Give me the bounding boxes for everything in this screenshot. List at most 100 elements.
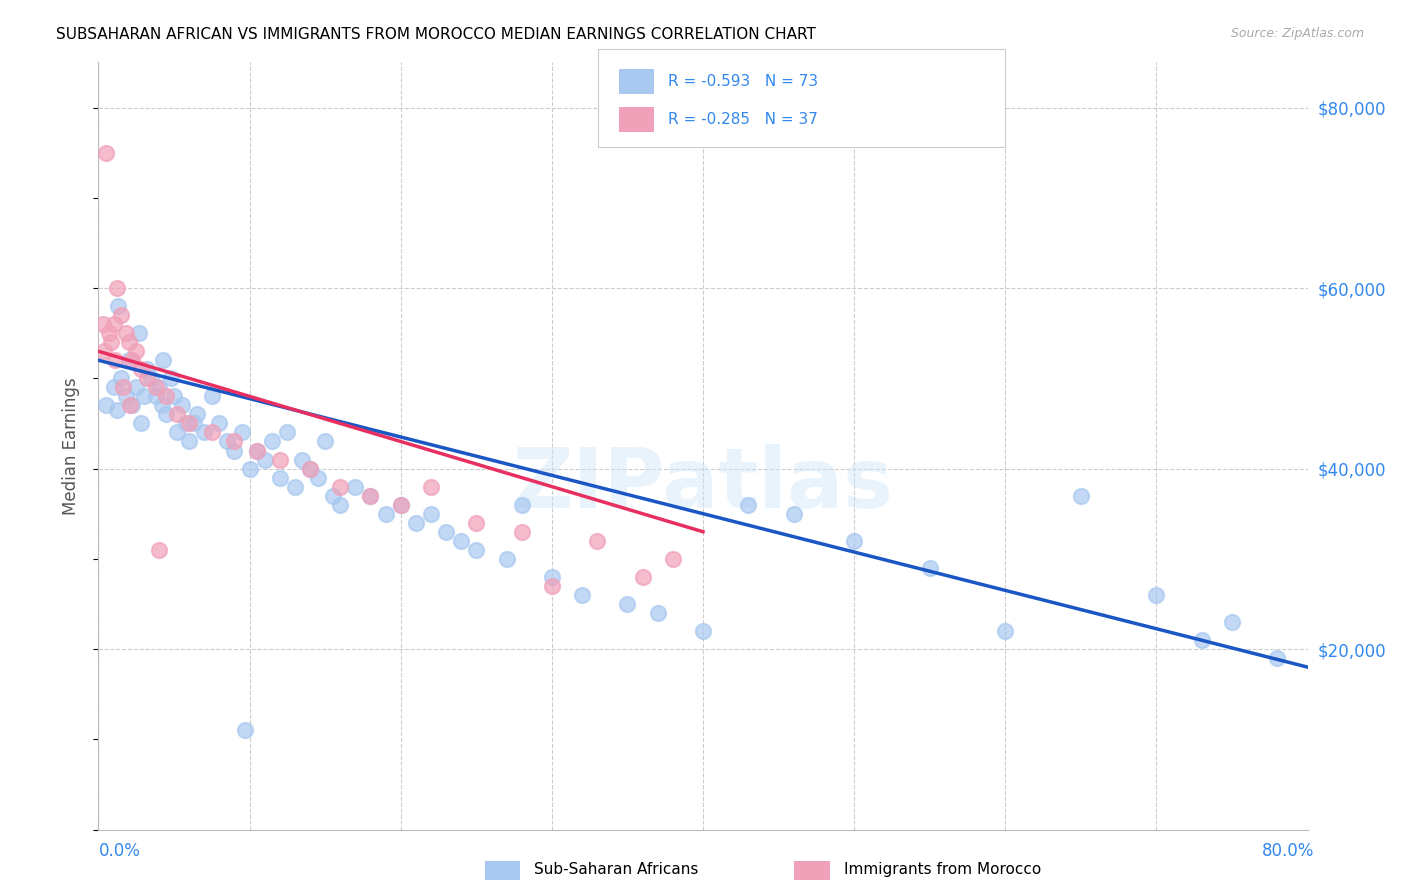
- Point: [420, 480, 443, 494]
- Point: [103, 317, 125, 331]
- Text: 80.0%: 80.0%: [1263, 842, 1315, 860]
- Point: [155, 389, 177, 403]
- Text: 0.0%: 0.0%: [98, 842, 141, 860]
- Point: [98, 326, 121, 341]
- Point: [93, 344, 115, 359]
- Point: [246, 443, 269, 458]
- Point: [125, 380, 148, 394]
- Point: [118, 335, 141, 350]
- Point: [1070, 489, 1092, 503]
- Point: [233, 723, 256, 738]
- Point: [163, 389, 186, 403]
- Point: [246, 443, 269, 458]
- Point: [111, 380, 134, 394]
- Point: [420, 507, 443, 521]
- Point: [571, 588, 593, 602]
- Point: [737, 498, 759, 512]
- Point: [783, 507, 806, 521]
- Point: [269, 470, 291, 484]
- Point: [276, 425, 298, 440]
- Point: [129, 417, 152, 431]
- Point: [104, 353, 127, 368]
- Point: [166, 425, 188, 440]
- Point: [994, 624, 1017, 638]
- Point: [291, 452, 314, 467]
- Point: [114, 326, 136, 341]
- Text: Immigrants from Morocco: Immigrants from Morocco: [844, 863, 1040, 877]
- Point: [389, 498, 412, 512]
- Point: [145, 380, 167, 394]
- Point: [179, 417, 201, 431]
- Point: [322, 489, 344, 503]
- Point: [132, 389, 155, 403]
- Point: [269, 452, 291, 467]
- Point: [540, 570, 562, 584]
- Point: [389, 498, 412, 512]
- Point: [152, 353, 174, 368]
- Point: [329, 498, 352, 512]
- Point: [179, 434, 201, 449]
- Point: [918, 561, 941, 575]
- Point: [231, 425, 253, 440]
- Point: [208, 417, 231, 431]
- Point: [148, 542, 170, 557]
- Point: [1267, 651, 1289, 665]
- Point: [329, 480, 352, 494]
- Point: [307, 470, 329, 484]
- Point: [253, 452, 276, 467]
- Point: [150, 398, 173, 412]
- Point: [94, 145, 117, 160]
- Point: [434, 524, 457, 539]
- Point: [844, 533, 866, 548]
- Point: [120, 398, 142, 412]
- Point: [215, 434, 238, 449]
- Point: [121, 398, 143, 412]
- Point: [540, 579, 562, 593]
- Point: [692, 624, 714, 638]
- Text: SUBSAHARAN AFRICAN VS IMMIGRANTS FROM MOROCCO MEDIAN EARNINGS CORRELATION CHART: SUBSAHARAN AFRICAN VS IMMIGRANTS FROM MO…: [56, 27, 815, 42]
- Point: [148, 380, 170, 394]
- Point: [450, 533, 472, 548]
- Point: [405, 516, 427, 530]
- Point: [360, 489, 382, 503]
- Point: [299, 461, 322, 475]
- Point: [284, 480, 307, 494]
- Point: [1220, 615, 1243, 629]
- Point: [495, 551, 517, 566]
- Point: [647, 606, 669, 620]
- Point: [135, 362, 157, 376]
- Point: [118, 353, 141, 368]
- Point: [141, 371, 163, 385]
- Point: [170, 398, 193, 412]
- Point: [510, 498, 533, 512]
- Point: [91, 317, 114, 331]
- Point: [125, 344, 148, 359]
- Point: [160, 371, 183, 385]
- Point: [128, 326, 150, 341]
- Point: [299, 461, 322, 475]
- Point: [344, 480, 367, 494]
- Point: [224, 434, 246, 449]
- Point: [105, 403, 128, 417]
- Point: [374, 507, 396, 521]
- Point: [110, 371, 132, 385]
- Point: [186, 408, 208, 422]
- Point: [616, 597, 638, 611]
- Point: [166, 408, 188, 422]
- Point: [586, 533, 609, 548]
- Point: [145, 389, 167, 403]
- Point: [239, 461, 262, 475]
- Point: [631, 570, 654, 584]
- Point: [110, 308, 132, 322]
- Point: [155, 408, 177, 422]
- Point: [114, 389, 136, 403]
- Point: [121, 353, 143, 368]
- Point: [100, 335, 122, 350]
- Point: [193, 425, 215, 440]
- Point: [360, 489, 382, 503]
- Text: R = -0.593   N = 73: R = -0.593 N = 73: [668, 74, 818, 88]
- Point: [262, 434, 284, 449]
- Text: R = -0.285   N = 37: R = -0.285 N = 37: [668, 112, 818, 127]
- Point: [1191, 633, 1213, 648]
- Point: [183, 417, 205, 431]
